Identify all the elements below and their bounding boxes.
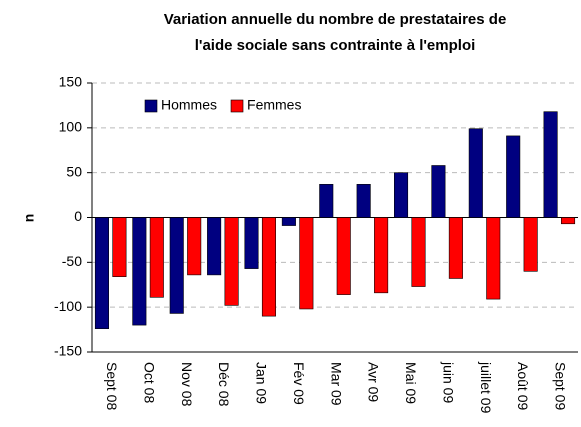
bar (112, 217, 127, 277)
bar (336, 217, 351, 295)
bar (224, 217, 239, 306)
bar (169, 217, 184, 314)
chart-title: Variation annuelle du nombre de prestata… (164, 11, 507, 28)
y-tick-label: 150 (59, 74, 83, 90)
y-tick-label: -150 (54, 343, 82, 359)
x-tick-label: Oct 08 (141, 362, 157, 403)
bar (468, 128, 483, 218)
bar (561, 217, 576, 225)
bar (543, 111, 558, 218)
x-tick-label: Jan 09 (254, 362, 270, 404)
x-tick-label: Mai 09 (403, 362, 419, 404)
bar (319, 184, 334, 218)
bar (187, 217, 202, 276)
y-tick-label: -50 (62, 253, 82, 269)
bar (281, 217, 296, 226)
x-tick-label: juin 09 (440, 361, 456, 403)
bar (207, 217, 222, 276)
x-tick-label: Août 09 (515, 362, 531, 410)
bar (244, 217, 259, 269)
chart-title: l'aide sociale sans contrainte à l'emplo… (195, 37, 476, 54)
y-axis-label: n (21, 214, 37, 223)
x-tick-label: Sept 08 (104, 362, 120, 410)
bar (506, 135, 521, 218)
bar (486, 217, 501, 300)
bar (132, 217, 147, 326)
x-tick-label: Mar 09 (328, 362, 344, 406)
y-tick-label: -100 (54, 298, 82, 314)
bar (431, 165, 446, 218)
legend-swatch (230, 99, 244, 113)
x-tick-label: juillet 09 (478, 361, 494, 414)
y-tick-label: 0 (74, 208, 82, 224)
legend-label: Femmes (247, 97, 301, 113)
bar (356, 184, 371, 218)
y-tick-label: 100 (59, 119, 83, 135)
x-tick-label: Nov 08 (179, 362, 195, 407)
bar (299, 217, 314, 310)
x-tick-label: Fév 09 (291, 362, 307, 405)
bar (374, 217, 389, 294)
x-tick-label: Avr 09 (366, 362, 382, 402)
y-tick-label: 50 (66, 163, 82, 179)
bar (448, 217, 463, 279)
x-tick-label: Sept 09 (553, 362, 569, 410)
bar (94, 217, 109, 329)
bar (261, 217, 276, 317)
legend-label: Hommes (161, 97, 217, 113)
bar (411, 217, 426, 287)
legend-swatch (144, 99, 158, 113)
bar (394, 172, 409, 218)
bar (149, 217, 164, 298)
x-tick-label: Déc 08 (216, 362, 232, 407)
bar (523, 217, 538, 272)
